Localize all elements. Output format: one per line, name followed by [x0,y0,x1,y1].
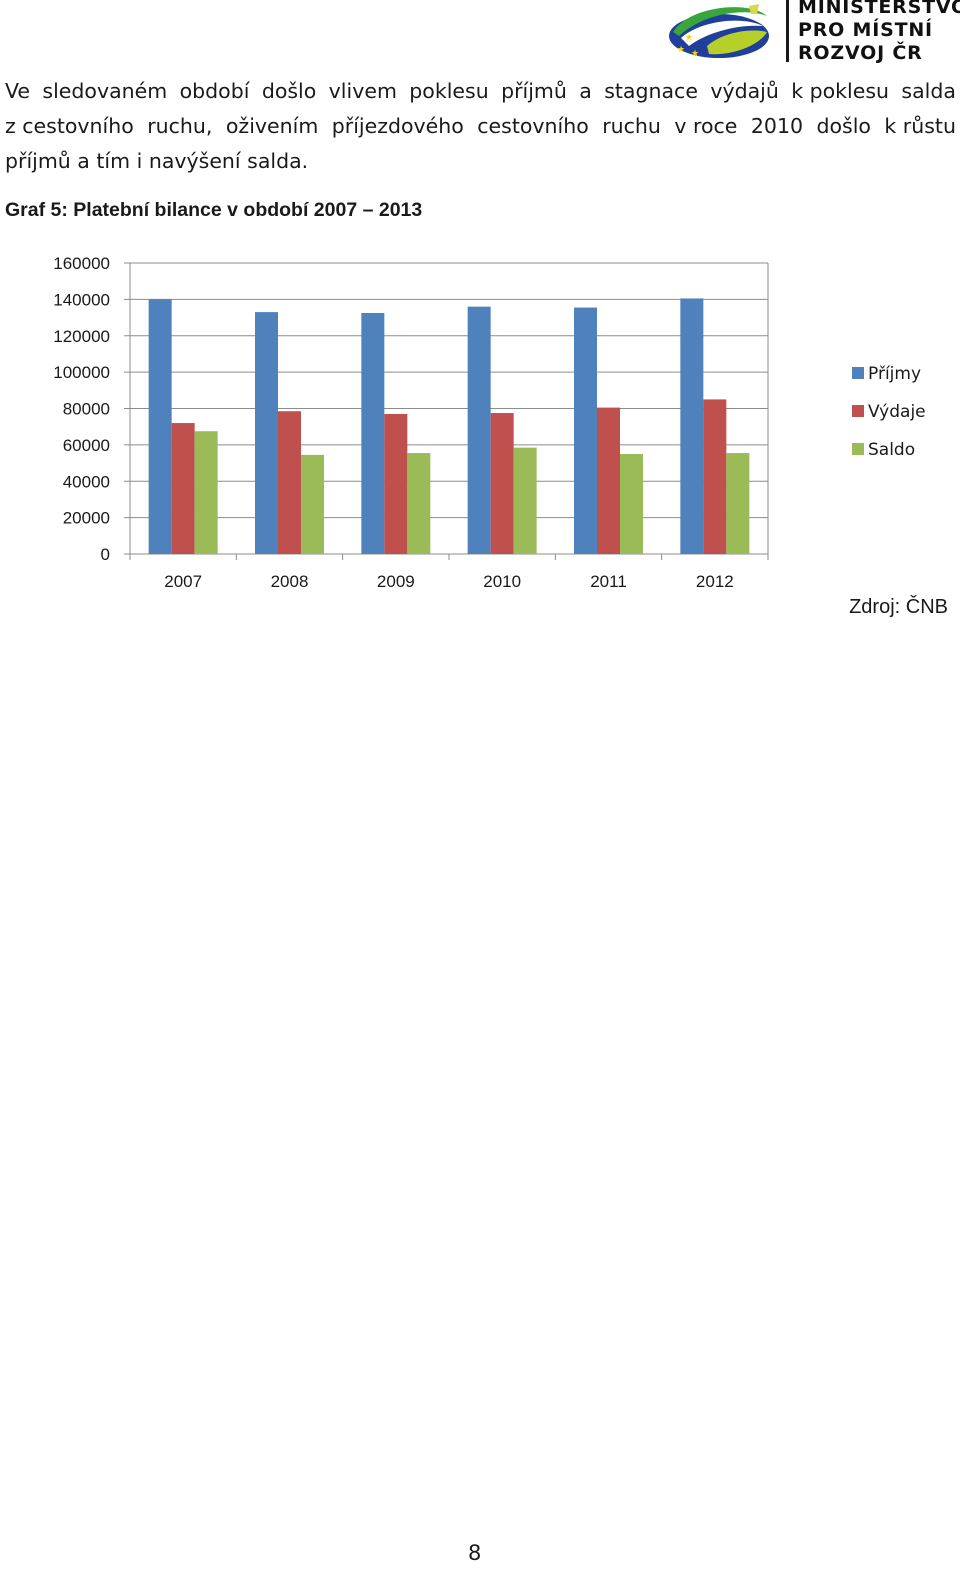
legend-label: Výdaje [868,402,926,422]
figure-caption: Graf 5: Platební bilance v období 2007 –… [5,199,423,221]
y-tick-label: 160000 [53,254,110,273]
bar-příjmy [361,313,385,554]
word: k poklesu [791,79,890,103]
word: stagnace [604,79,698,103]
word: oživením [225,114,319,138]
bar-výdaje [171,423,195,554]
bar-saldo [726,453,750,554]
bar-saldo [407,453,431,554]
ministry-name: MINISTERSTVO PRO MÍSTNÍ ROZVOJ ČR [798,0,960,65]
x-category-label: 2011 [590,572,627,590]
word: výdajů [710,79,779,103]
y-tick-label: 80000 [63,400,110,419]
x-category-label: 2007 [164,572,202,590]
word: cestovního [477,114,589,138]
y-tick-label: 40000 [63,472,110,491]
ministry-emblem-icon: ★ ★ ★ [669,4,769,58]
bar-příjmy [148,299,172,554]
balance-bar-chart: 0 20000 40000 60000 80000 100000 120000 140000 1… [53,254,926,590]
ministry-name-line: MINISTERSTVO [798,0,960,18]
svg-text:★: ★ [677,44,685,54]
word: ruchu, [147,114,213,138]
source-note: Zdroj: ČNB [849,596,948,618]
word: vlivem [328,79,397,103]
y-tick-label: 60000 [63,436,110,455]
svg-text:★: ★ [685,32,693,42]
legend-label: Saldo [868,440,915,460]
bar-výdaje [384,413,408,554]
bar-saldo [301,454,324,554]
bar-výdaje [597,407,620,554]
y-tick-label: 100000 [53,363,110,382]
word: došlo [261,79,317,103]
legend-swatch [852,367,864,379]
bar-příjmy [467,306,491,554]
word: v roce [674,114,738,138]
bar-příjmy [255,312,278,554]
word: ruchu [602,114,661,138]
ministry-name-line: PRO MÍSTNÍ [798,19,933,41]
y-tick-label: 120000 [53,327,110,346]
word: příjmů [501,79,567,103]
bar-saldo [620,453,643,554]
bar-výdaje [278,411,301,554]
word: salda [901,79,956,103]
ministry-logo: ★ ★ ★ MINISTERSTVO PRO MÍSTNÍ ROZVOJ ČR [667,0,960,65]
word: a [579,79,592,103]
y-tick-label: 0 [101,545,110,564]
x-category-label: 2008 [271,572,309,590]
page-number: 8 [468,1541,482,1565]
svg-text:★: ★ [691,48,699,58]
word: k růstu [884,114,956,138]
y-tick-label: 20000 [63,509,110,528]
ministry-name-line: ROZVOJ ČR [798,42,923,64]
word: z cestovního [5,114,134,138]
word: poklesu [409,79,489,103]
y-tick-label: 140000 [53,290,110,309]
word: sledovaném [42,79,168,103]
logo-divider [786,0,789,62]
legend-label: Příjmy [868,364,921,384]
word: 2010 [750,114,804,138]
legend-swatch [852,443,864,455]
word: Ve [5,79,31,103]
bar-saldo [194,431,218,554]
word: období [179,79,250,103]
word: došlo [816,114,871,138]
bar-výdaje [703,399,727,554]
x-category-label: 2012 [696,572,734,590]
x-category-label: 2010 [483,572,521,590]
bar-příjmy [574,307,597,554]
paragraph-line-1: Ve sledovaném období došlo vlivem pokles… [5,74,956,109]
bar-výdaje [490,413,514,554]
paragraph-line-2: z cestovního ruchu, oživením příjezdovéh… [5,109,956,144]
word: příjezdového [331,114,464,138]
body-paragraph: Ve sledovaném období došlo vlivem pokles… [5,74,956,179]
bar-saldo [513,447,537,554]
x-category-label: 2009 [377,572,415,590]
legend-swatch [852,405,864,417]
paragraph-line-3: příjmů a tím i navýšení salda. [5,149,309,173]
bar-příjmy [680,298,704,554]
